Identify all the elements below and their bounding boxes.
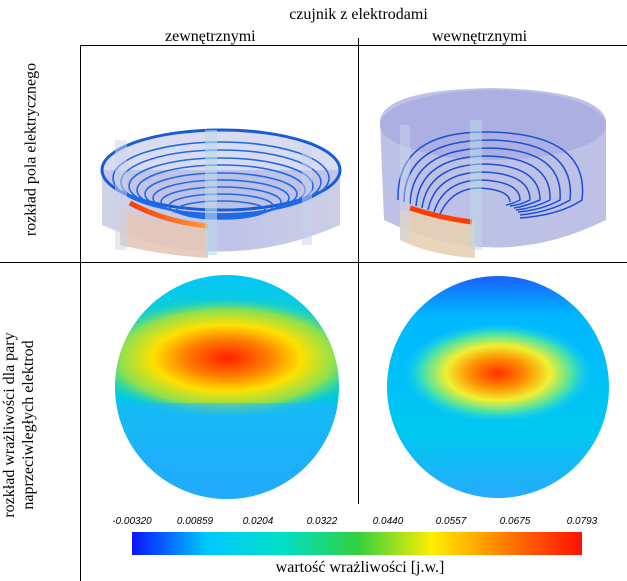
colorbar-tick: 0.0675 xyxy=(499,516,531,527)
row-label-field: rozkład pola elektrycznego xyxy=(22,62,40,237)
colorbar-tick: 0.00859 xyxy=(176,516,214,527)
colorbar-tick: 0.0204 xyxy=(242,516,274,527)
colorbar-label: wartość wrażliwości [j.w.] xyxy=(275,559,445,576)
colorbar-tick: 0.0793 xyxy=(566,516,598,527)
column-header-internal: wewnętrznymi xyxy=(432,28,528,45)
group-title: czujnik z elektrodami xyxy=(289,6,428,23)
sensitivity-map-external xyxy=(115,275,339,499)
colorbar-gradient xyxy=(132,532,582,555)
sensitivity-map-internal xyxy=(387,276,609,498)
grid-horizontal-middle xyxy=(0,262,627,263)
grid-vertical-center xyxy=(358,38,359,504)
row-label-sensitivity-line2: naprzeciwległych elektrod xyxy=(20,340,37,510)
colorbar-tick: 0.0440 xyxy=(372,516,404,527)
grid-horizontal-top xyxy=(80,45,627,46)
row-label-sensitivity-line1: rozkład wrażliwości dla pary xyxy=(1,332,18,518)
field-distribution-external xyxy=(100,128,342,258)
colorbar-tick: 0.0322 xyxy=(306,516,338,527)
colorbar-tick: 0.0557 xyxy=(435,516,467,527)
column-header-external: zewnętrznymi xyxy=(165,28,256,45)
colorbar-tick: -0.00320 xyxy=(112,516,152,527)
grid-vertical-left xyxy=(80,45,81,581)
colorbar-legend: -0.00320 0.00859 0.0204 0.0322 0.0440 0.… xyxy=(105,510,615,580)
field-distribution-internal xyxy=(380,88,606,258)
row-label-sensitivity: rozkład wrażliwości dla pary naprzeciwle… xyxy=(0,310,40,540)
